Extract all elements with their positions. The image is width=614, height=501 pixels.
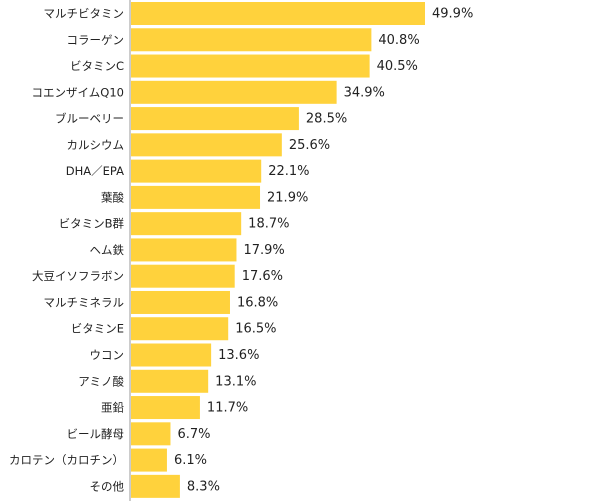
category-label-4: ブルーベリー bbox=[55, 112, 124, 126]
category-label-16: ビール酵母 bbox=[67, 427, 125, 441]
value-label-17: 6.1% bbox=[174, 453, 207, 468]
bar-8 bbox=[131, 212, 242, 236]
bar-13 bbox=[131, 343, 212, 367]
bar-5 bbox=[131, 133, 282, 157]
value-label-13: 13.6% bbox=[218, 348, 259, 363]
bar-15 bbox=[131, 396, 200, 420]
bar-6 bbox=[131, 159, 262, 183]
bar-18 bbox=[131, 474, 180, 498]
bar-11 bbox=[131, 290, 230, 314]
value-labels-group: 49.9% 40.8% 40.5% 34.9% 28.5% 25.6% 22.1% 21.9%… bbox=[174, 7, 473, 495]
category-label-13: ウコン bbox=[90, 348, 125, 362]
category-label-8: ビタミンB群 bbox=[59, 217, 125, 231]
value-label-7: 21.9% bbox=[267, 190, 308, 205]
value-label-14: 13.1% bbox=[215, 374, 256, 389]
category-label-9: ヘム鉄 bbox=[90, 243, 125, 257]
bar-9 bbox=[131, 238, 237, 262]
category-label-17: カロテン（カロチン） bbox=[9, 453, 124, 467]
category-label-10: 大豆イソフラボン bbox=[32, 269, 124, 283]
bar-1 bbox=[131, 28, 372, 52]
value-label-11: 16.8% bbox=[237, 295, 278, 310]
value-label-3: 34.9% bbox=[344, 85, 385, 100]
category-label-12: ビタミンE bbox=[71, 322, 124, 336]
category-label-2: ビタミンC bbox=[70, 59, 124, 73]
value-label-5: 25.6% bbox=[289, 138, 330, 153]
category-label-15: 亜鉛 bbox=[101, 401, 124, 415]
value-label-2: 40.5% bbox=[377, 59, 418, 74]
category-label-11: マルチミネラル bbox=[44, 295, 125, 309]
category-label-18: その他 bbox=[90, 479, 125, 493]
bar-10 bbox=[131, 264, 235, 288]
bar-3 bbox=[131, 80, 337, 104]
bar-7 bbox=[131, 185, 261, 209]
value-label-18: 8.3% bbox=[187, 479, 220, 494]
value-label-16: 6.7% bbox=[177, 427, 210, 442]
bar-4 bbox=[131, 107, 299, 131]
bar-17 bbox=[131, 448, 167, 472]
value-label-15: 11.7% bbox=[207, 401, 248, 416]
bar-0 bbox=[131, 2, 425, 25]
bar-12 bbox=[131, 317, 229, 341]
bar-14 bbox=[131, 369, 209, 393]
value-label-9: 17.9% bbox=[243, 243, 284, 258]
value-label-8: 18.7% bbox=[248, 217, 289, 232]
category-label-7: 葉酸 bbox=[101, 190, 124, 204]
value-label-12: 16.5% bbox=[235, 322, 276, 337]
category-label-6: DHA／EPA bbox=[66, 164, 124, 178]
value-label-0: 49.9% bbox=[432, 7, 473, 22]
category-label-5: カルシウム bbox=[67, 138, 125, 152]
value-label-1: 40.8% bbox=[378, 33, 419, 48]
category-label-14: アミノ酸 bbox=[78, 374, 124, 388]
category-label-3: コエンザイムQ10 bbox=[32, 85, 124, 99]
value-label-10: 17.6% bbox=[242, 269, 283, 284]
value-label-6: 22.1% bbox=[268, 164, 309, 179]
category-label-1: コラーゲン bbox=[67, 33, 125, 47]
bar-2 bbox=[131, 54, 370, 78]
bar-16 bbox=[131, 422, 171, 446]
category-label-0: マルチビタミン bbox=[44, 7, 125, 21]
bars-group bbox=[131, 2, 425, 498]
value-label-4: 28.5% bbox=[306, 112, 347, 127]
